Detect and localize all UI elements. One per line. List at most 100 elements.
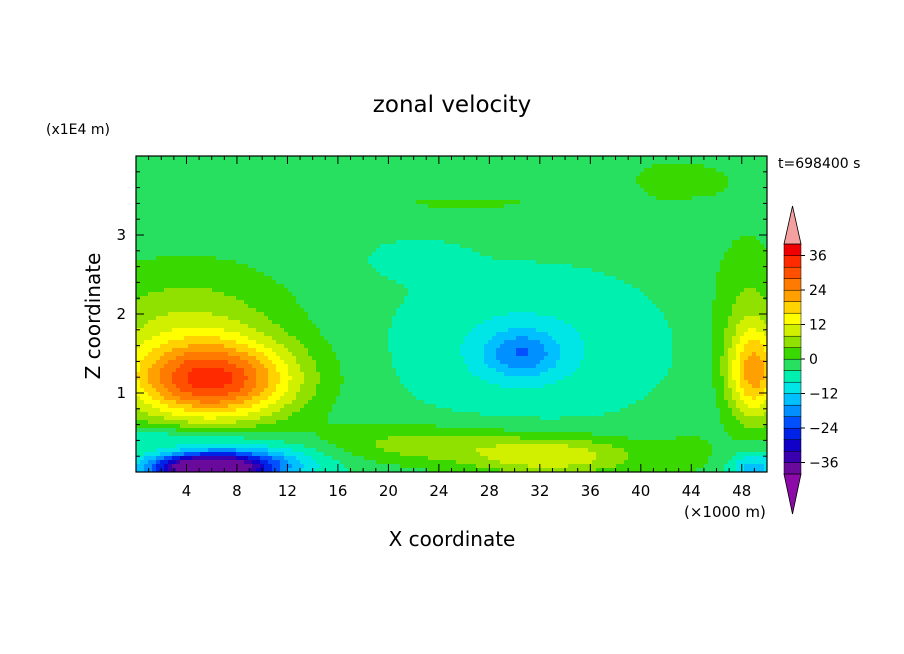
contour-cell	[520, 220, 525, 225]
contour-cell	[212, 176, 217, 181]
contour-cell	[372, 252, 377, 257]
contour-cell	[508, 264, 513, 269]
contour-cell	[764, 272, 768, 277]
contour-cell	[336, 164, 341, 169]
contour-cell	[560, 264, 565, 269]
contour-cell	[388, 264, 393, 269]
contour-cell	[264, 252, 269, 257]
contour-cell	[144, 276, 149, 281]
contour-cell	[240, 156, 245, 161]
contour-cell	[604, 208, 609, 213]
contour-cell	[392, 264, 397, 269]
contour-cell	[160, 220, 165, 225]
contour-cell	[172, 244, 177, 249]
contour-cell	[596, 208, 601, 213]
contour-cell	[432, 176, 437, 181]
contour-cell	[560, 196, 565, 201]
contour-cell	[492, 256, 497, 261]
contour-cell	[156, 276, 161, 281]
contour-cell	[624, 212, 629, 217]
contour-cell	[620, 172, 625, 177]
contour-cell	[356, 260, 361, 265]
contour-cell	[188, 200, 193, 205]
contour-cell	[252, 208, 257, 213]
contour-cell	[748, 168, 753, 173]
contour-cell	[464, 228, 469, 233]
contour-cell	[412, 268, 417, 273]
contour-cell	[156, 180, 161, 185]
contour-cell	[724, 264, 729, 269]
contour-cell	[564, 212, 569, 217]
contour-cell	[604, 236, 609, 241]
contour-cell	[568, 244, 573, 249]
contour-cell	[732, 260, 737, 265]
contour-cell	[336, 244, 341, 249]
contour-cell	[412, 168, 417, 173]
contour-cell	[620, 252, 625, 257]
contour-cell	[408, 240, 413, 245]
contour-cell	[712, 188, 717, 193]
contour-cell	[624, 236, 629, 241]
contour-cell	[224, 220, 229, 225]
contour-cell	[692, 220, 697, 225]
contour-cell	[296, 236, 301, 241]
contour-cell	[220, 200, 225, 205]
contour-cell	[384, 200, 389, 205]
contour-cell	[384, 276, 389, 281]
contour-cell	[380, 272, 385, 277]
contour-cell	[316, 204, 321, 209]
contour-cell	[580, 236, 585, 241]
contour-cell	[376, 280, 381, 285]
contour-cell	[616, 264, 621, 269]
contour-cell	[664, 168, 669, 173]
contour-cell	[628, 256, 633, 261]
contour-cell	[408, 276, 413, 281]
contour-cell	[156, 160, 161, 165]
contour-cell	[452, 172, 457, 177]
contour-cell	[576, 172, 581, 177]
contour-cell	[616, 196, 621, 201]
contour-cell	[392, 236, 397, 241]
contour-cell	[732, 164, 737, 169]
contour-cell	[320, 272, 325, 277]
contour-cell	[652, 156, 657, 161]
contour-cell	[160, 208, 165, 213]
contour-cell	[368, 196, 373, 201]
contour-cell	[568, 156, 573, 161]
contour-cell	[708, 192, 713, 197]
contour-cell	[224, 160, 229, 165]
contour-cell	[500, 220, 505, 225]
contour-cell	[184, 188, 189, 193]
contour-cell	[624, 272, 629, 277]
contour-cell	[528, 156, 533, 161]
contour-cell	[420, 244, 425, 249]
contour-cell	[584, 164, 589, 169]
contour-cell	[180, 240, 185, 245]
contour-cell	[252, 212, 257, 217]
contour-cell	[548, 172, 553, 177]
contour-cell	[416, 252, 421, 257]
contour-cell	[276, 240, 281, 245]
contour-cell	[752, 264, 757, 269]
contour-cell	[736, 224, 741, 229]
contour-cell	[360, 228, 365, 233]
contour-cell	[524, 176, 529, 181]
contour-cell	[572, 196, 577, 201]
contour-cell	[208, 268, 213, 273]
contour-cell	[540, 212, 545, 217]
contour-cell	[408, 256, 413, 261]
contour-cell	[228, 204, 233, 209]
contour-cell	[708, 232, 713, 237]
contour-cell	[360, 212, 365, 217]
contour-cell	[644, 268, 649, 273]
contour-cell	[672, 160, 677, 165]
contour-cell	[152, 212, 157, 217]
contour-cell	[412, 248, 417, 253]
contour-cell	[412, 208, 417, 213]
contour-cell	[448, 220, 453, 225]
contour-cell	[500, 236, 505, 241]
contour-cell	[588, 168, 593, 173]
contour-cell	[148, 244, 153, 249]
contour-cell	[744, 172, 749, 177]
contour-cell	[560, 216, 565, 221]
